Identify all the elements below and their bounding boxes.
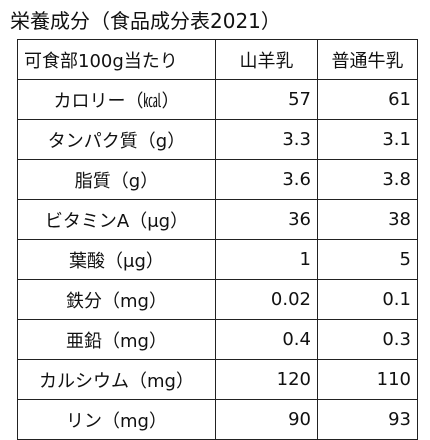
goat-milk-value: 120 [215,359,318,400]
table-row: タンパク質（g） 3.3 3.1 [17,119,418,160]
table-row: カロリー（㎉） 57 61 [17,79,418,120]
table-row: カルシウム（mg） 120 110 [17,359,418,400]
goat-milk-value: 3.6 [215,159,318,200]
cow-milk-value: 3.8 [317,159,418,200]
table-row: 鉄分（mg） 0.02 0.1 [17,279,418,320]
row-label: 亜鉛（mg） [17,319,216,360]
nutrition-table: 可食部100g当たり 山羊乳 普通牛乳 カロリー（㎉） 57 61 タンパク質（… [17,39,418,440]
cow-milk-value: 38 [317,199,418,240]
table-row: 脂質（g） 3.6 3.8 [17,159,418,200]
table-header-row: 可食部100g当たり 山羊乳 普通牛乳 [17,39,418,80]
row-label: ビタミンA（μg） [17,199,216,240]
header-goat-milk: 山羊乳 [215,39,318,80]
cow-milk-value: 0.3 [317,319,418,360]
row-label: 葉酸（μg） [17,239,216,280]
cow-milk-value: 3.1 [317,119,418,160]
goat-milk-value: 1 [215,239,318,280]
row-label: カルシウム（mg） [17,359,216,400]
goat-milk-value: 0.4 [215,319,318,360]
table-row: 葉酸（μg） 1 5 [17,239,418,280]
row-label: 脂質（g） [17,159,216,200]
cow-milk-value: 5 [317,239,418,280]
header-label: 可食部100g当たり [17,39,216,80]
cow-milk-value: 0.1 [317,279,418,320]
table-row: 亜鉛（mg） 0.4 0.3 [17,319,418,360]
cow-milk-value: 61 [317,79,418,120]
row-label: 鉄分（mg） [17,279,216,320]
page-title: 栄養成分（食品成分表2021） [10,9,281,33]
row-label: タンパク質（g） [17,119,216,160]
goat-milk-value: 3.3 [215,119,318,160]
goat-milk-value: 57 [215,79,318,120]
goat-milk-value: 36 [215,199,318,240]
goat-milk-value: 0.02 [215,279,318,320]
cow-milk-value: 110 [317,359,418,400]
header-cow-milk: 普通牛乳 [317,39,418,80]
table-row: ビタミンA（μg） 36 38 [17,199,418,240]
row-label: カロリー（㎉） [17,79,216,120]
